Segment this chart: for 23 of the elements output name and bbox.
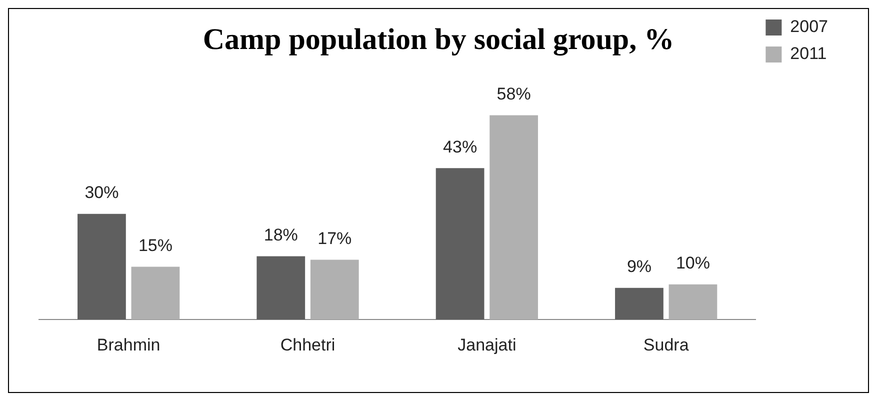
x-tick-label: Brahmin (96, 335, 160, 354)
bar (310, 260, 359, 320)
data-label: 10% (676, 254, 710, 273)
bar (668, 284, 718, 320)
bar (78, 214, 126, 320)
x-tick-label: Chhetri (280, 335, 336, 354)
bar (490, 115, 538, 320)
data-label: 17% (318, 228, 352, 248)
bar (615, 288, 664, 320)
data-label: 15% (138, 236, 172, 255)
data-label: 58% (496, 84, 531, 104)
chart-title: Camp population by social group, % (202, 22, 674, 56)
bar (256, 256, 306, 320)
data-label: 18% (264, 225, 298, 244)
bar (131, 266, 180, 320)
data-label: 43% (443, 137, 478, 156)
bar (436, 168, 484, 320)
data-label: 30% (84, 183, 119, 202)
x-tick-label: Sudra (643, 335, 690, 354)
x-tick-label: Janajati (458, 335, 516, 354)
legend-label: 2011 (790, 44, 827, 64)
legend-label: 2007 (790, 17, 828, 36)
data-label: 9% (626, 257, 652, 276)
